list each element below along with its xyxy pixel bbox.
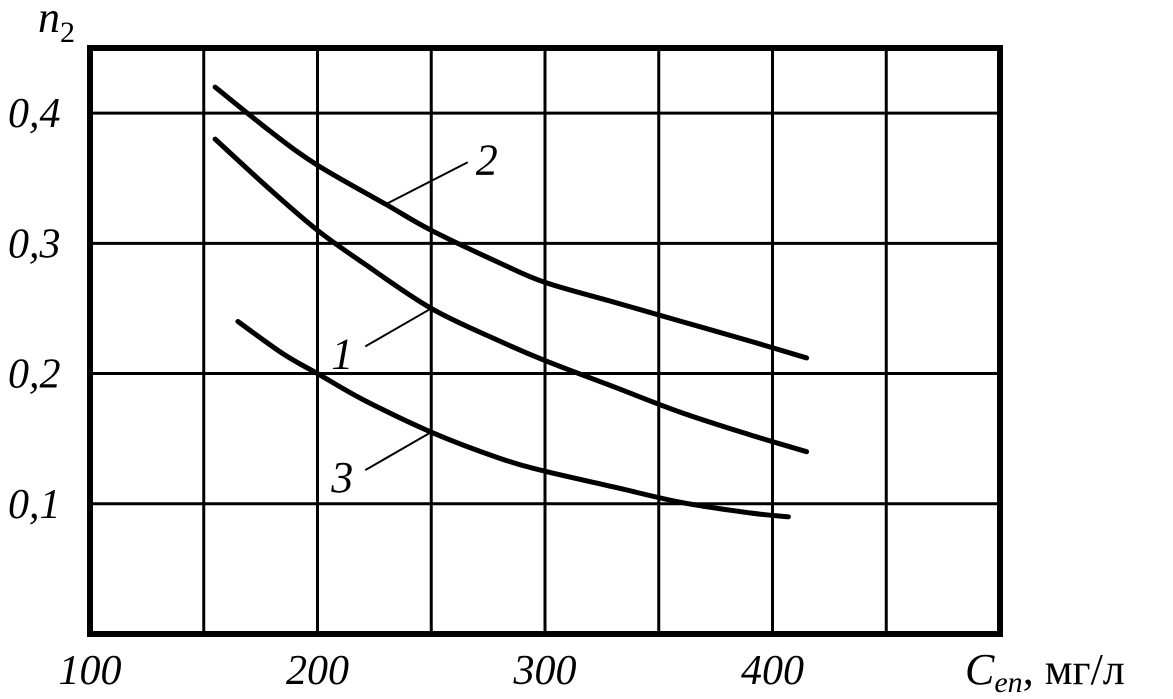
series-label-leader-1 [364,307,432,348]
series-line-2 [212,84,810,361]
y-axis-label-main: n [38,0,60,42]
x-axis-label-sub: en [994,666,1022,699]
y-tick-label: 0,1 [8,482,61,528]
x-axis-label-unit: , мг/л [1023,645,1125,694]
y-tick-label: 0,2 [8,352,61,398]
series-label-leader-2 [385,161,469,206]
series-label-leader-3 [364,431,432,472]
y-axis-label: n2 [38,0,75,49]
plot-frame [87,45,1003,637]
x-tick-label: 300 [513,648,577,694]
x-tick-label: 400 [741,648,804,694]
grid-lines [90,48,1000,634]
x-tick-label: 100 [59,648,122,694]
series-layer: 1 2 3 [212,84,810,520]
series-label-3: 3 [330,453,353,502]
y-axis-label-sub: 2 [60,16,75,49]
x-tick-label: 200 [286,648,349,694]
tick-layer: 0,1 0,2 0,3 0,4 100 200 300 400 [8,91,804,694]
series-label-1: 1 [331,329,353,378]
y-tick-label: 0,3 [8,221,61,267]
y-tick-label: 0,4 [8,91,61,137]
x-axis-label-main: C [965,645,995,694]
series-line-1 [212,136,810,455]
series-line-3 [235,318,791,520]
series-label-2: 2 [476,135,498,184]
x-axis-label: Cen, мг/л [965,645,1125,699]
